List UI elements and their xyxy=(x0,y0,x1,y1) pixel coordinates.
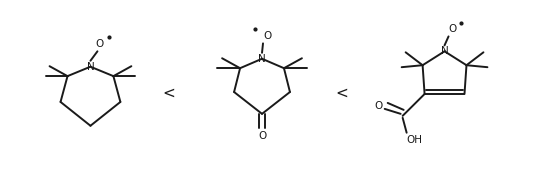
Text: OH: OH xyxy=(407,135,422,145)
Text: <: < xyxy=(162,86,175,100)
Text: O: O xyxy=(258,131,266,141)
Text: O: O xyxy=(95,39,103,49)
Text: O: O xyxy=(375,101,383,111)
Text: N: N xyxy=(441,46,449,56)
Text: O: O xyxy=(448,24,456,34)
Text: N: N xyxy=(87,62,94,72)
Text: N: N xyxy=(258,54,266,64)
Text: O: O xyxy=(263,31,271,41)
Text: <: < xyxy=(336,86,348,100)
